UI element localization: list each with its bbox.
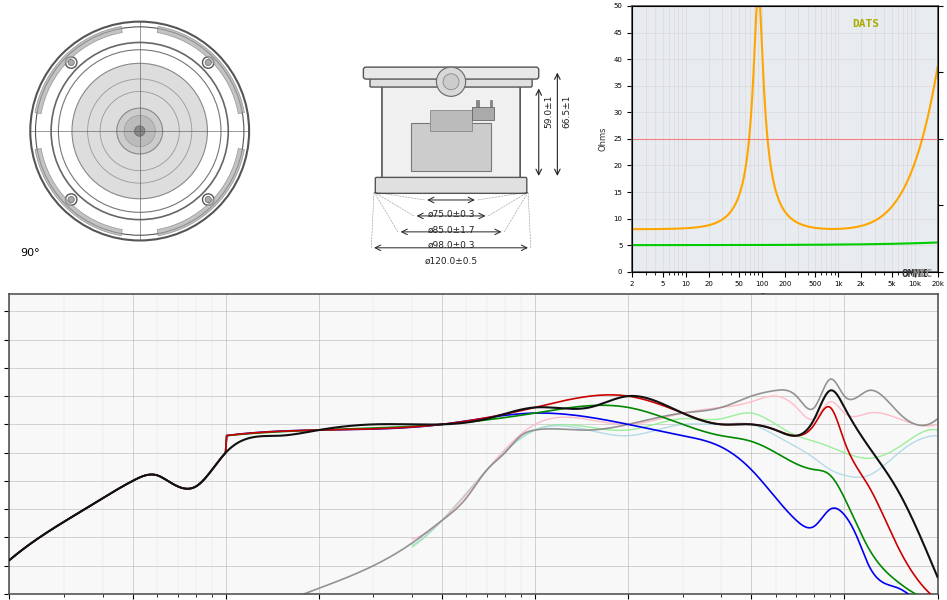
Text: ø120.0±0.5: ø120.0±0.5 xyxy=(424,257,477,266)
Circle shape xyxy=(65,194,77,205)
Y-axis label: Ohms: Ohms xyxy=(599,127,608,151)
Text: MIC: MIC xyxy=(913,269,933,280)
Circle shape xyxy=(124,115,155,146)
Circle shape xyxy=(203,194,214,205)
Tweeter xyxy=(772,241,783,248)
Circle shape xyxy=(72,64,207,199)
Text: Green: Green xyxy=(889,329,913,338)
Bar xyxy=(430,110,473,131)
Circle shape xyxy=(437,67,466,97)
Wedge shape xyxy=(157,148,244,236)
Tweeter xyxy=(877,241,888,248)
Circle shape xyxy=(205,196,211,203)
Woofer xyxy=(932,64,943,71)
Woofer xyxy=(793,220,804,227)
Bar xyxy=(473,107,493,120)
Bar xyxy=(411,123,491,171)
Tweeter xyxy=(774,241,785,248)
Woofer xyxy=(877,212,888,219)
Text: 90°: 90° xyxy=(21,248,40,258)
Woofer xyxy=(627,226,638,233)
Tweeter xyxy=(924,239,936,247)
Circle shape xyxy=(203,57,214,68)
Text: OMNI: OMNI xyxy=(902,269,928,280)
Line: Tweeter: Tweeter xyxy=(633,242,938,245)
Wedge shape xyxy=(35,148,122,236)
Text: ø85.0±1.7: ø85.0±1.7 xyxy=(427,225,474,234)
Text: TWEETER: TWEETER xyxy=(879,313,923,322)
Circle shape xyxy=(68,196,74,203)
Woofer xyxy=(925,100,937,107)
Woofer xyxy=(774,199,785,206)
Text: ø98.0±0.3: ø98.0±0.3 xyxy=(427,241,474,250)
Bar xyxy=(476,100,479,107)
Circle shape xyxy=(205,59,211,65)
Text: 66.5±1: 66.5±1 xyxy=(563,94,572,128)
Circle shape xyxy=(68,59,74,65)
Line: Woofer: Woofer xyxy=(633,6,938,229)
Text: DATS: DATS xyxy=(852,19,879,29)
Woofer xyxy=(809,224,820,232)
Wedge shape xyxy=(157,26,244,113)
Text: WOOFER: WOOFER xyxy=(801,313,842,322)
FancyBboxPatch shape xyxy=(364,67,539,79)
Circle shape xyxy=(65,57,77,68)
Tweeter xyxy=(627,242,638,249)
X-axis label: Frequency: Frequency xyxy=(759,293,810,303)
FancyBboxPatch shape xyxy=(370,75,532,87)
Wedge shape xyxy=(35,26,122,113)
FancyBboxPatch shape xyxy=(382,83,520,181)
Tweeter xyxy=(932,239,943,246)
Circle shape xyxy=(116,108,163,154)
Bar xyxy=(490,100,492,107)
Circle shape xyxy=(134,126,145,136)
Text: Orange: Orange xyxy=(808,329,835,338)
Woofer xyxy=(772,194,783,201)
Tweeter xyxy=(808,241,819,248)
Circle shape xyxy=(443,74,459,90)
FancyBboxPatch shape xyxy=(375,178,527,193)
Woofer xyxy=(751,2,762,10)
Text: 59.0±1: 59.0±1 xyxy=(545,94,553,128)
Tweeter xyxy=(792,241,803,248)
Text: ø75.0±0.3: ø75.0±0.3 xyxy=(427,209,474,218)
